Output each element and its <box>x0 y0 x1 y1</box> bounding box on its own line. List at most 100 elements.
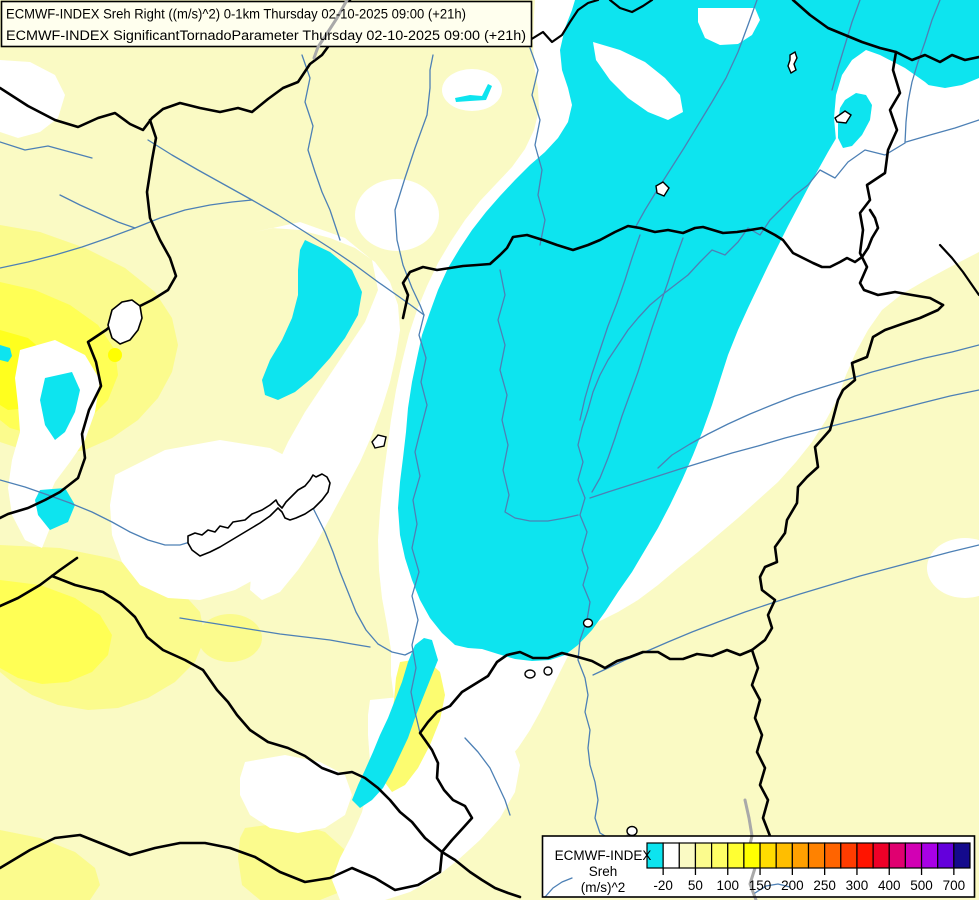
river <box>589 389 979 499</box>
cyan-region-tail <box>352 638 438 808</box>
small-lake <box>787 50 798 75</box>
cyan-region <box>262 240 362 400</box>
white-region <box>0 60 65 138</box>
colorbar-swatch <box>678 842 697 869</box>
colorbar-swatch <box>840 842 858 869</box>
small-lake <box>626 825 638 837</box>
small-lake <box>834 110 852 124</box>
river <box>905 119 979 143</box>
river <box>0 141 93 159</box>
colorbar-swatch <box>775 842 793 869</box>
colorbar-tick-label: -20 <box>653 878 673 893</box>
colorbar-swatch <box>710 842 729 869</box>
yellow-region <box>108 348 122 362</box>
country-border <box>50 574 444 854</box>
colorbar-tick-label: 50 <box>688 878 703 893</box>
white-region <box>110 440 330 600</box>
colorbar-tick-label: 300 <box>846 878 869 893</box>
cyan-region <box>35 488 75 530</box>
colorbar-tick-label: 400 <box>878 878 901 893</box>
small-lake <box>543 666 553 676</box>
river <box>657 344 979 469</box>
legend: -20 50 100 150 200 250 300 400 500 700 ECMWF-INDE… <box>541 798 976 900</box>
white-region <box>927 538 979 598</box>
legend-label-parameter: Sreh <box>589 864 618 879</box>
river <box>59 194 136 229</box>
country-border <box>0 118 178 520</box>
river <box>579 234 641 421</box>
colorbar-swatch <box>872 842 890 869</box>
country-border <box>0 556 79 608</box>
country-border <box>418 648 754 854</box>
small-lake <box>371 434 387 449</box>
cyan-region <box>455 84 492 102</box>
river <box>529 47 546 246</box>
colorbar-swatch <box>759 842 777 869</box>
river <box>591 237 684 493</box>
country-border <box>440 850 522 899</box>
colorbar-tick-label: 200 <box>781 878 804 893</box>
legend-label-model: ECMWF-INDEX <box>555 848 652 863</box>
colorbar-swatch <box>904 842 923 869</box>
river <box>904 0 941 144</box>
river <box>147 139 425 316</box>
colorbar-swatch <box>694 842 713 869</box>
colorbar-swatch <box>920 842 939 869</box>
lake-balaton <box>187 473 331 557</box>
river <box>634 0 758 229</box>
river <box>179 617 371 648</box>
river <box>0 479 191 546</box>
small-lake <box>524 669 536 679</box>
white-region <box>593 42 683 120</box>
white-region <box>240 755 352 833</box>
colorbar-swatch <box>937 842 955 869</box>
country-border <box>401 208 880 320</box>
colorbar-swatch <box>824 842 842 869</box>
colorbar-swatch <box>727 842 745 869</box>
country-border <box>938 243 979 297</box>
river <box>301 54 341 241</box>
map-title-line2: ECMWF-INDEX SignificantTornadoParameter … <box>6 28 526 44</box>
colorbar-tick-label: 500 <box>910 878 933 893</box>
title-box-background <box>0 0 533 48</box>
cyan-region <box>40 372 80 440</box>
title-box: ECMWF-INDEX Sreh Right ((m/s)^2) 0-1km T… <box>0 0 533 60</box>
white-region <box>442 69 502 111</box>
country-border <box>608 0 654 14</box>
cyan-region <box>0 345 12 362</box>
colorbar-swatch <box>791 842 810 869</box>
colorbar-swatch <box>807 842 826 869</box>
colorbar-tick-label: 700 <box>943 878 966 893</box>
country-border <box>0 833 444 892</box>
colorbar-swatch <box>953 842 971 869</box>
cyan-region <box>838 93 872 148</box>
major-river <box>312 0 349 60</box>
colorbar-swatch <box>743 842 761 869</box>
river <box>304 491 414 656</box>
country-border <box>750 648 772 838</box>
colorbar-tick-label: 150 <box>749 878 772 893</box>
river <box>577 142 906 846</box>
white-cutouts-layer <box>593 8 952 285</box>
river <box>544 877 573 898</box>
river <box>831 0 861 91</box>
river <box>464 737 511 816</box>
country-border <box>791 0 979 64</box>
country-border <box>0 0 352 132</box>
legend-frame <box>541 835 976 898</box>
river <box>410 314 428 734</box>
small-lake <box>655 181 670 197</box>
country-border <box>858 50 945 307</box>
colorbar-ticks: -20 50 100 150 200 250 300 400 500 700 <box>653 868 965 893</box>
river <box>497 269 579 522</box>
small-lake <box>582 618 594 628</box>
colorbar-swatches <box>646 842 971 869</box>
colorbar-swatch <box>888 842 906 869</box>
legend-label-units: (m/s)^2 <box>581 880 626 895</box>
colorbar-tick-label: 100 <box>716 878 739 893</box>
colorbar-swatch <box>662 842 680 869</box>
white-region <box>355 179 439 251</box>
